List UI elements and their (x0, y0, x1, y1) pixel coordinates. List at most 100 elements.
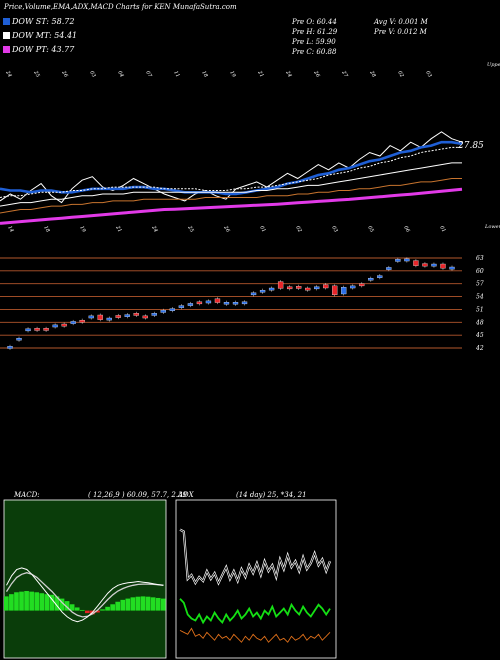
ema-bottom-date-2: 19 (78, 225, 87, 234)
price-candle-12 (115, 315, 121, 318)
macd-histogram-bar-12 (64, 601, 70, 611)
macd-histogram-bar-9 (49, 594, 55, 611)
price-candle-7 (70, 321, 76, 324)
ema-top-date-3: 03 (88, 70, 96, 79)
price-candle-24 (223, 301, 230, 305)
legend-label-st: DOW ST: 58.72 (12, 17, 75, 26)
price-candle-34 (314, 286, 320, 290)
price-candle-49 (449, 266, 455, 270)
ema-top-date-6: 11 (172, 70, 180, 79)
macd-histogram-bar-22 (115, 601, 121, 611)
prev-high: Pre H: 61.29 (292, 28, 338, 36)
macd-histogram-bar-2 (14, 592, 19, 611)
price-candle-30 (277, 281, 284, 289)
price-candle-27 (250, 292, 257, 296)
price-ylabel-3: 54 (476, 294, 484, 301)
macd-histogram-bar-13 (69, 604, 75, 611)
prev-low: Pre L: 59.90 (292, 38, 336, 46)
macd-histogram-bar-31 (160, 598, 166, 611)
plus-di-line (179, 598, 331, 625)
price-candle-9 (88, 315, 94, 319)
ema-top-date-2: 26 (60, 69, 69, 79)
ema-bottom-date-5: 25 (186, 224, 195, 233)
price-candle-15 (142, 315, 148, 319)
legend-swatch-pt (3, 46, 10, 53)
price-candle-1 (16, 337, 22, 341)
adx-title: ADX (178, 491, 194, 499)
ema-bottom-date-1: 18 (42, 225, 50, 234)
price-ylabel-4: 51 (476, 306, 484, 313)
macd-histogram-bar-16 (85, 610, 90, 614)
macd-histogram-bar-15 (79, 609, 85, 611)
ema-bottom-date-6: 26 (222, 224, 231, 234)
macd-histogram-bar-1 (9, 594, 14, 611)
ema-top-date-9: 21 (256, 69, 265, 78)
ema-top-date-7: 18 (200, 70, 208, 79)
price-ylabel-1: 60 (476, 268, 484, 275)
ema-bottom-date-4: 24 (150, 224, 159, 233)
price-candle-28 (259, 289, 266, 293)
price-candle-10 (97, 314, 103, 320)
macd-histogram-bar-10 (54, 596, 60, 611)
price-candle-16 (151, 313, 157, 316)
legend-label-mt: DOW MT: 54.41 (12, 31, 78, 40)
ema-lower-label: Lower (484, 224, 500, 230)
price-candle-45 (413, 260, 419, 266)
ema-top-date-8: 19 (228, 70, 237, 79)
price-candle-38 (350, 285, 356, 289)
macd-histogram-bar-4 (24, 591, 29, 611)
price-candle-39 (359, 283, 365, 287)
ema-last-value: 27.85 (457, 141, 484, 151)
price-candle-33 (305, 287, 311, 291)
legend-swatch-mt (3, 32, 10, 39)
ema-top-date-4: 04 (116, 70, 124, 79)
price-candle-19 (178, 305, 185, 308)
macd-histogram-bar-6 (34, 592, 40, 611)
macd-histogram-bar-26 (135, 596, 141, 611)
macd-histogram-bar-14 (74, 607, 80, 611)
price-candle-8 (79, 319, 85, 323)
price-candle-14 (133, 313, 139, 316)
macd-line (6, 567, 164, 623)
ema-bottom-date-0: 14 (6, 225, 14, 234)
ema-top-date-11: 26 (312, 69, 321, 79)
legend-swatch-st (3, 18, 10, 25)
macd-histogram-bar-19 (100, 609, 105, 611)
macd-title: MACD: (14, 491, 40, 499)
macd-histogram-bar-20 (105, 606, 110, 611)
macd-histogram-bar-0 (4, 596, 9, 611)
price-candle-43 (395, 259, 401, 262)
price-candle-47 (431, 263, 437, 267)
ema-top-date-0: 24 (4, 69, 13, 78)
adx-params: (14 day) 25, *34, 21 (236, 491, 307, 499)
price-ylabel-2: 57 (476, 281, 484, 288)
macd-histogram-bar-7 (39, 593, 45, 611)
price-candle-44 (404, 258, 410, 262)
price-candle-4 (43, 328, 49, 331)
price-candle-46 (422, 263, 428, 267)
ema-top-date-14: 02 (396, 70, 404, 79)
price-candle-35 (323, 284, 329, 289)
ema-top-date-13: 28 (368, 69, 377, 78)
price-candle-29 (268, 287, 275, 291)
macd-histogram-bar-23 (120, 599, 126, 611)
ema-bottom-date-7: 01 (258, 225, 266, 234)
price-candle-23 (214, 298, 221, 303)
macd-histogram-bar-24 (125, 598, 131, 611)
price-candle-6 (61, 323, 67, 327)
ema-upper-label: Upper (487, 62, 500, 68)
price-candle-40 (368, 277, 374, 281)
price-candle-3 (34, 328, 40, 331)
macd-params: ( 12,26,9 ) 60.09, 57.7, 2.39 (88, 491, 187, 499)
macd-panel-frame (3, 499, 167, 659)
price-candle-5 (52, 324, 58, 328)
adx-line-core (179, 529, 331, 585)
price-candle-21 (196, 301, 203, 305)
ema-bottom-date-10: 05 (366, 225, 374, 234)
price-candle-41 (377, 275, 383, 278)
minus-di-line (179, 627, 331, 643)
price-candle-17 (160, 310, 166, 313)
prev-open: Pre O: 60.44 (292, 18, 337, 26)
ema-bottom-date-12: 01 (438, 225, 446, 234)
